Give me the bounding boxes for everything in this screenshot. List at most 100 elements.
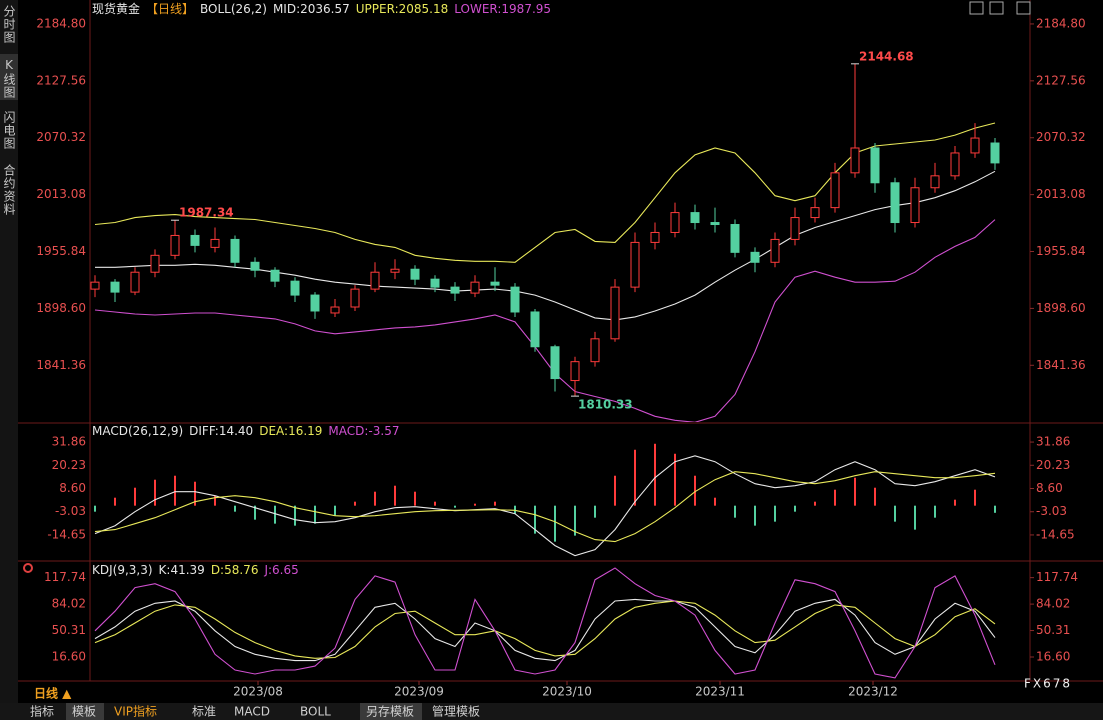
y-tick-label: 2127.56 bbox=[1036, 73, 1086, 87]
y-tick-label: 50.31 bbox=[1036, 623, 1070, 637]
y-tick-label: 1898.60 bbox=[1036, 301, 1086, 315]
candle-body bbox=[370, 271, 380, 290]
sidebar-tab[interactable]: 分时图 bbox=[2, 5, 16, 44]
y-tick-label: 1955.84 bbox=[1036, 244, 1086, 258]
button[interactable] bbox=[989, 1, 1004, 15]
y-tick-label: -14.65 bbox=[47, 527, 86, 541]
candle-body bbox=[530, 311, 540, 348]
header-item: MID:2036.57 bbox=[273, 2, 350, 16]
header-item: K:41.39 bbox=[159, 563, 205, 577]
sidebar-tab[interactable]: K线图 bbox=[2, 58, 16, 99]
y-tick-label: 20.23 bbox=[52, 458, 86, 472]
candle-body bbox=[230, 238, 240, 263]
y-tick-label: 1955.84 bbox=[36, 244, 86, 258]
candle-body bbox=[550, 346, 560, 380]
y-tick-label: 20.23 bbox=[1036, 458, 1070, 472]
panel-header: 现货黄金 【日线】 BOLL(26,2) MID:2036.57 UPPER:2085.… bbox=[92, 1, 551, 16]
candle-body bbox=[350, 288, 360, 308]
series-line bbox=[94, 600, 996, 659]
toolbar-tab[interactable]: 指标 bbox=[30, 704, 54, 719]
candle-body bbox=[150, 254, 160, 273]
y-tick-label: 8.60 bbox=[59, 481, 86, 495]
toolbar-tab[interactable]: BOLL bbox=[300, 705, 331, 719]
low-label: 1810.33 bbox=[578, 398, 633, 412]
y-tick-label: -3.03 bbox=[55, 504, 86, 518]
candle-body bbox=[170, 234, 180, 256]
y-tick-label: 16.60 bbox=[1036, 650, 1070, 664]
candle-body bbox=[430, 278, 440, 288]
toolbar-tab[interactable]: MACD bbox=[234, 705, 270, 719]
toolbar bbox=[0, 703, 1103, 720]
series-line bbox=[94, 471, 996, 543]
y-tick-label: 2013.08 bbox=[1036, 187, 1086, 201]
header-item: 现货黄金 bbox=[92, 1, 140, 16]
candle-body bbox=[330, 306, 340, 314]
y-tick-label: 1898.60 bbox=[36, 301, 86, 315]
indicator-icon bbox=[23, 563, 33, 573]
y-tick-label: 2184.80 bbox=[36, 16, 86, 30]
y-tick-label: 2013.08 bbox=[36, 187, 86, 201]
panel bbox=[94, 567, 996, 679]
y-tick-label: 2127.56 bbox=[36, 73, 86, 87]
header-item: MACD(26,12,9) bbox=[92, 424, 183, 438]
candle-body bbox=[510, 286, 520, 313]
toolbar-tab[interactable]: 模板 bbox=[72, 705, 96, 719]
candle-body bbox=[590, 338, 600, 363]
candle-body bbox=[270, 269, 280, 282]
toolbar-active bbox=[66, 703, 104, 720]
x-tick-label: 2023/08 bbox=[233, 685, 283, 699]
candle-body bbox=[970, 137, 980, 154]
window-buttons[interactable] bbox=[969, 1, 1031, 15]
y-tick-label: 16.60 bbox=[52, 650, 86, 664]
sidebar-tab[interactable]: 闪电图 bbox=[2, 111, 16, 150]
series-line bbox=[94, 219, 996, 422]
candle-body bbox=[250, 261, 260, 271]
sidebar-active bbox=[0, 54, 18, 100]
candle-body bbox=[470, 281, 480, 294]
panel-header: MACD(26,12,9) DIFF:14.40 DEA:16.19 MACD:-3.… bbox=[92, 424, 399, 438]
candle-body bbox=[790, 217, 800, 240]
toolbar-tab[interactable]: VIP指标 bbox=[114, 704, 157, 719]
y-tick-label: 2070.32 bbox=[1036, 130, 1086, 144]
y-tick-label: -3.03 bbox=[1036, 504, 1067, 518]
header-item: D:58.76 bbox=[211, 563, 259, 577]
header-item: J:6.65 bbox=[263, 563, 298, 577]
panel-header: KDJ(9,3,3) K:41.39 D:58.76 J:6.65 bbox=[92, 563, 299, 577]
y-tick-label: 2070.32 bbox=[36, 130, 86, 144]
series-line bbox=[94, 567, 996, 679]
candle-body bbox=[650, 231, 660, 243]
candle-body bbox=[310, 294, 320, 312]
button[interactable] bbox=[969, 1, 984, 15]
toolbar-tab[interactable]: 另存模板 bbox=[366, 705, 414, 719]
candle-body bbox=[210, 238, 220, 248]
candle-body bbox=[810, 207, 820, 219]
toolbar-tab[interactable]: 标准 bbox=[192, 705, 216, 719]
y-tick-label: -14.65 bbox=[1036, 527, 1075, 541]
candle-body bbox=[770, 238, 780, 263]
sidebar-tab[interactable]: 合约资料 bbox=[2, 163, 16, 216]
x-tick-label: 2023/12 bbox=[848, 685, 898, 699]
x-tick-label: 2023/09 bbox=[394, 685, 444, 699]
y-tick-label: 1841.36 bbox=[1036, 358, 1086, 372]
high-label: 2144.68 bbox=[859, 49, 914, 63]
candle-body bbox=[570, 361, 580, 382]
x-tick-label: 2023/11 bbox=[695, 685, 745, 699]
panel bbox=[94, 443, 996, 557]
toolbar-tab[interactable]: 管理模板 bbox=[432, 704, 480, 719]
y-tick-label: 31.86 bbox=[1036, 435, 1070, 449]
candle-body bbox=[890, 182, 900, 224]
candle-body bbox=[610, 286, 620, 340]
candle-body bbox=[750, 251, 760, 263]
button[interactable] bbox=[1016, 1, 1031, 15]
period[interactable]: 日线 ▲ bbox=[34, 686, 72, 701]
candle-body bbox=[190, 234, 200, 246]
candle-body bbox=[850, 147, 860, 174]
candle-body bbox=[450, 286, 460, 294]
candle-body bbox=[910, 187, 920, 224]
x-tick-label: 2023/10 bbox=[542, 685, 592, 699]
y-tick-label: 117.74 bbox=[1036, 570, 1078, 584]
header-item: MACD:-3.57 bbox=[328, 424, 399, 438]
candle-body bbox=[930, 175, 940, 189]
candle-body bbox=[90, 281, 100, 290]
